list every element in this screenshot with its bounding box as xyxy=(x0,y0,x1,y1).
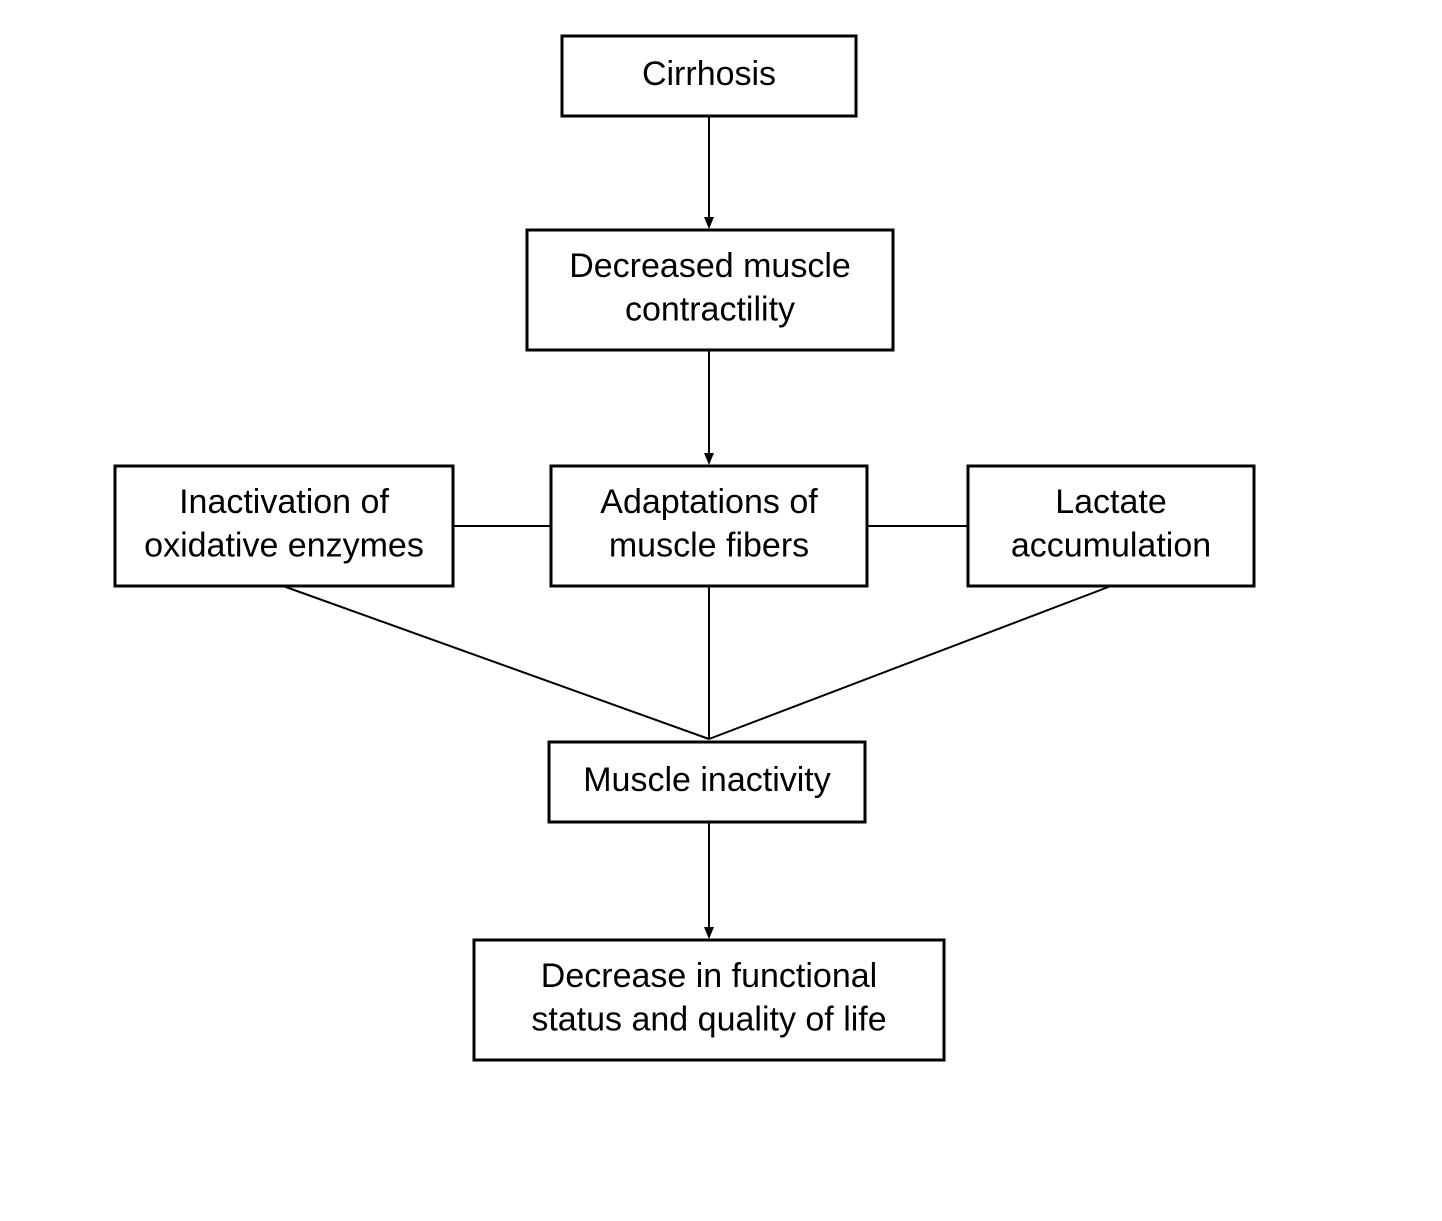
node-inactivation-label-line-1: oxidative enzymes xyxy=(144,527,424,565)
node-muscle_inactivity: Muscle inactivity xyxy=(549,742,865,822)
node-decreased-label-line-1: contractility xyxy=(625,291,795,329)
node-lactate-label-line-1: accumulation xyxy=(1011,527,1211,565)
node-lactate: Lactate accumulation xyxy=(968,466,1254,586)
node-lactate-label-line-0: Lactate xyxy=(1055,483,1167,521)
node-cirrhosis-label-line-0: Cirrhosis xyxy=(642,55,776,93)
node-decreased-label-line-0: Decreased muscle xyxy=(569,247,851,285)
node-decrease_func: Decrease in functional status and quality… xyxy=(474,940,944,1060)
node-inactivation: Inactivation of oxidative enzymes xyxy=(115,466,453,586)
node-muscle_inactivity-label-line-0: Muscle inactivity xyxy=(583,761,831,799)
node-adaptations-label-line-1: muscle fibers xyxy=(609,527,809,565)
edge-inactivation-to-muscle_inactivity xyxy=(283,586,709,739)
edge-lactate-to-muscle_inactivity xyxy=(709,586,1111,739)
node-adaptations: Adaptations of muscle fibers xyxy=(551,466,867,586)
node-decreased: Decreased muscle contractility xyxy=(527,230,893,350)
node-adaptations-label-line-0: Adaptations of xyxy=(600,483,818,521)
node-decrease_func-label-line-0: Decrease in functional xyxy=(541,957,877,995)
node-cirrhosis: Cirrhosis xyxy=(562,36,856,116)
node-inactivation-label-line-0: Inactivation of xyxy=(179,483,389,521)
node-decrease_func-label-line-1: status and quality of life xyxy=(531,1001,886,1039)
flowchart-canvas: Cirrhosis Decreased muscle contractility In… xyxy=(0,0,1442,1221)
